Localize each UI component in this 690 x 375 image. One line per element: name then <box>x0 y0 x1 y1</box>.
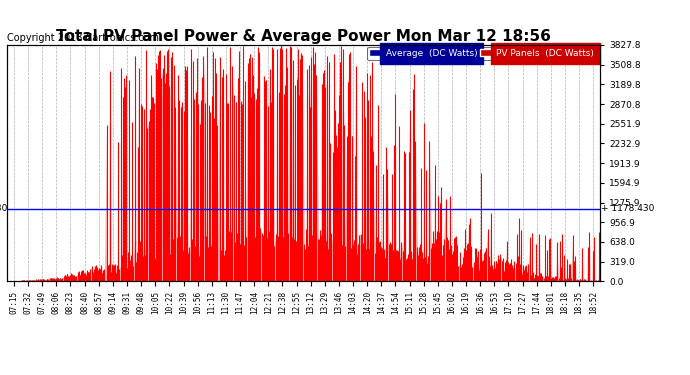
Text: + 1178.430: + 1178.430 <box>0 204 7 213</box>
Title: Total PV Panel Power & Average Power Mon Mar 12 18:56: Total PV Panel Power & Average Power Mon… <box>56 29 551 44</box>
Text: Copyright 2018 Cartronics.com: Copyright 2018 Cartronics.com <box>7 33 159 43</box>
Legend: Average  (DC Watts), PV Panels  (DC Watts): Average (DC Watts), PV Panels (DC Watts) <box>368 47 595 60</box>
Text: + 1178.430: + 1178.430 <box>602 204 655 213</box>
